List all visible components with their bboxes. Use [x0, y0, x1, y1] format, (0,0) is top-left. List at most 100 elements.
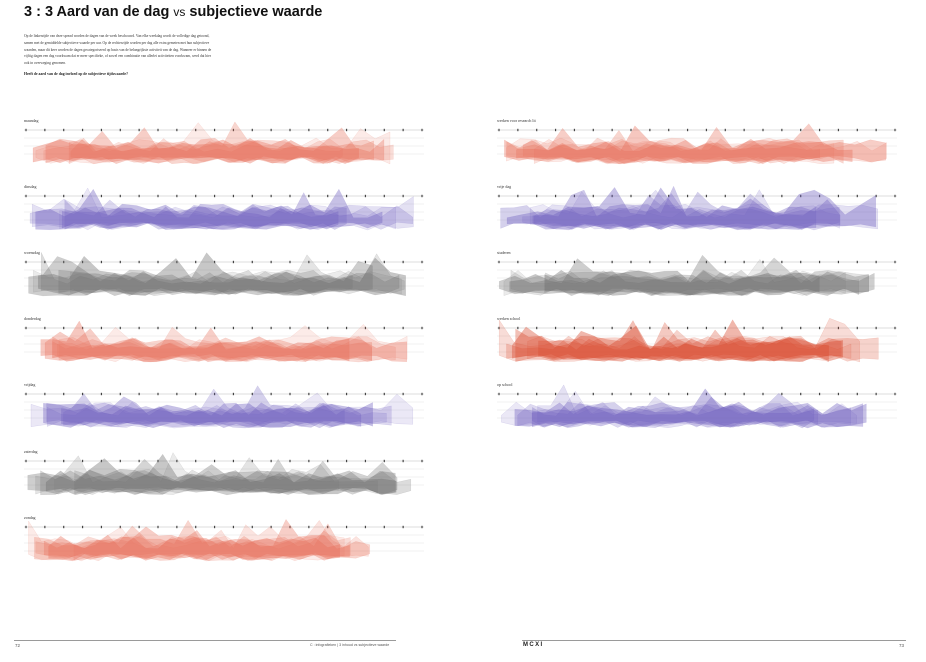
- axis-tick: [232, 459, 235, 463]
- axis-tick: [611, 392, 613, 396]
- axis-tick: [894, 194, 896, 198]
- axis-tick: [649, 194, 651, 198]
- axis-tick: [63, 260, 65, 264]
- axis-tick: [364, 525, 367, 529]
- axis-tick: [157, 459, 159, 463]
- area-layer: [73, 520, 369, 562]
- chart-panel-label: woensdag: [24, 250, 40, 255]
- area-layer: [506, 130, 844, 165]
- axis-tick: [383, 260, 385, 264]
- axis-tick: [289, 392, 291, 396]
- axis-tick: [289, 326, 291, 330]
- axis-tick: [837, 326, 840, 330]
- area-chart: [497, 318, 897, 363]
- area-layer: [58, 336, 396, 362]
- axis-tick: [536, 260, 538, 264]
- axis-tick: [498, 326, 500, 330]
- axis-tick: [383, 525, 385, 529]
- area-layer: [47, 401, 387, 429]
- area-layer: [52, 326, 372, 363]
- area-chart: [497, 384, 897, 429]
- area-layer: [31, 196, 414, 230]
- axis-tick: [213, 260, 216, 264]
- axis-tick: [421, 392, 423, 396]
- axis-tick: [138, 260, 140, 264]
- area-layer: [68, 138, 394, 165]
- axis-tick: [894, 260, 896, 264]
- axis-tick: [364, 326, 367, 330]
- area-layer: [28, 520, 345, 562]
- chart-panel-left-4: vrijdag: [24, 382, 424, 442]
- axis-tick: [157, 326, 159, 330]
- axis-tick: [383, 128, 385, 132]
- axis-tick: [138, 525, 140, 529]
- axis-tick: [81, 128, 84, 132]
- axis-tick: [138, 194, 140, 198]
- axis-tick: [327, 459, 329, 463]
- chart-panel-label: vrije dag: [497, 184, 512, 189]
- axis-tick: [743, 128, 745, 132]
- axis-tick: [781, 194, 783, 198]
- area-layer: [32, 137, 359, 164]
- axis-tick: [498, 260, 500, 264]
- axis-tick: [232, 392, 235, 396]
- area-layer: [37, 252, 406, 297]
- area-chart: [24, 320, 424, 363]
- area-layer: [34, 519, 370, 561]
- axis-tick: [383, 392, 385, 396]
- axis-tick: [138, 326, 140, 330]
- axis-tick: [345, 260, 348, 264]
- area-layer: [44, 327, 407, 363]
- chart-panel-left-3: donderdag: [24, 316, 424, 376]
- axis-tick: [630, 392, 632, 396]
- area-layer: [52, 336, 372, 362]
- area-layer: [41, 252, 353, 296]
- axis-tick: [498, 128, 500, 132]
- area-chart: [24, 187, 424, 231]
- axis-tick: [421, 194, 423, 198]
- area-layer: [501, 390, 857, 428]
- axis-tick: [25, 459, 27, 463]
- axis-tick: [875, 392, 877, 396]
- footer-rule-right: [522, 640, 906, 641]
- axis-tick: [157, 392, 159, 396]
- axis-tick: [573, 194, 576, 198]
- axis-tick: [44, 260, 46, 264]
- axis-tick: [213, 326, 216, 330]
- axis-tick: [875, 128, 877, 132]
- axis-tick: [232, 525, 235, 529]
- axis-tick: [536, 326, 538, 330]
- intro-paragraph: Op de linkerzijde van deze spread worden…: [24, 34, 212, 66]
- axis-tick: [251, 326, 253, 330]
- axis-tick: [517, 194, 519, 198]
- chart-panel-right-3: werken school: [497, 316, 897, 376]
- chart-panel-label: dinsdag: [24, 184, 37, 189]
- axis-tick: [536, 128, 538, 132]
- axis-tick: [289, 260, 291, 264]
- chart-panel-right-4: op school: [497, 382, 897, 442]
- axis-tick: [81, 525, 84, 529]
- area-layer: [534, 138, 887, 165]
- axis-tick: [251, 459, 253, 463]
- area-layer: [63, 388, 392, 428]
- axis-tick: [630, 194, 632, 198]
- axis-tick: [402, 459, 404, 463]
- axis-tick: [875, 326, 877, 330]
- axis-tick: [100, 459, 103, 463]
- area-layer: [531, 396, 864, 428]
- axis-tick: [308, 260, 310, 264]
- axis-tick: [762, 260, 764, 264]
- axis-tick: [251, 525, 253, 529]
- axis-tick: [138, 459, 140, 463]
- axis-tick: [686, 260, 689, 264]
- chart-panel-right-2: studeren: [497, 250, 897, 310]
- axis-tick: [554, 326, 557, 330]
- area-layer: [54, 452, 339, 495]
- axis-tick: [402, 260, 404, 264]
- axis-tick: [119, 194, 121, 198]
- axis-tick: [270, 392, 272, 396]
- axis-tick: [100, 525, 103, 529]
- area-chart: [24, 385, 424, 429]
- axis-tick: [573, 260, 576, 264]
- area-layer: [544, 257, 869, 297]
